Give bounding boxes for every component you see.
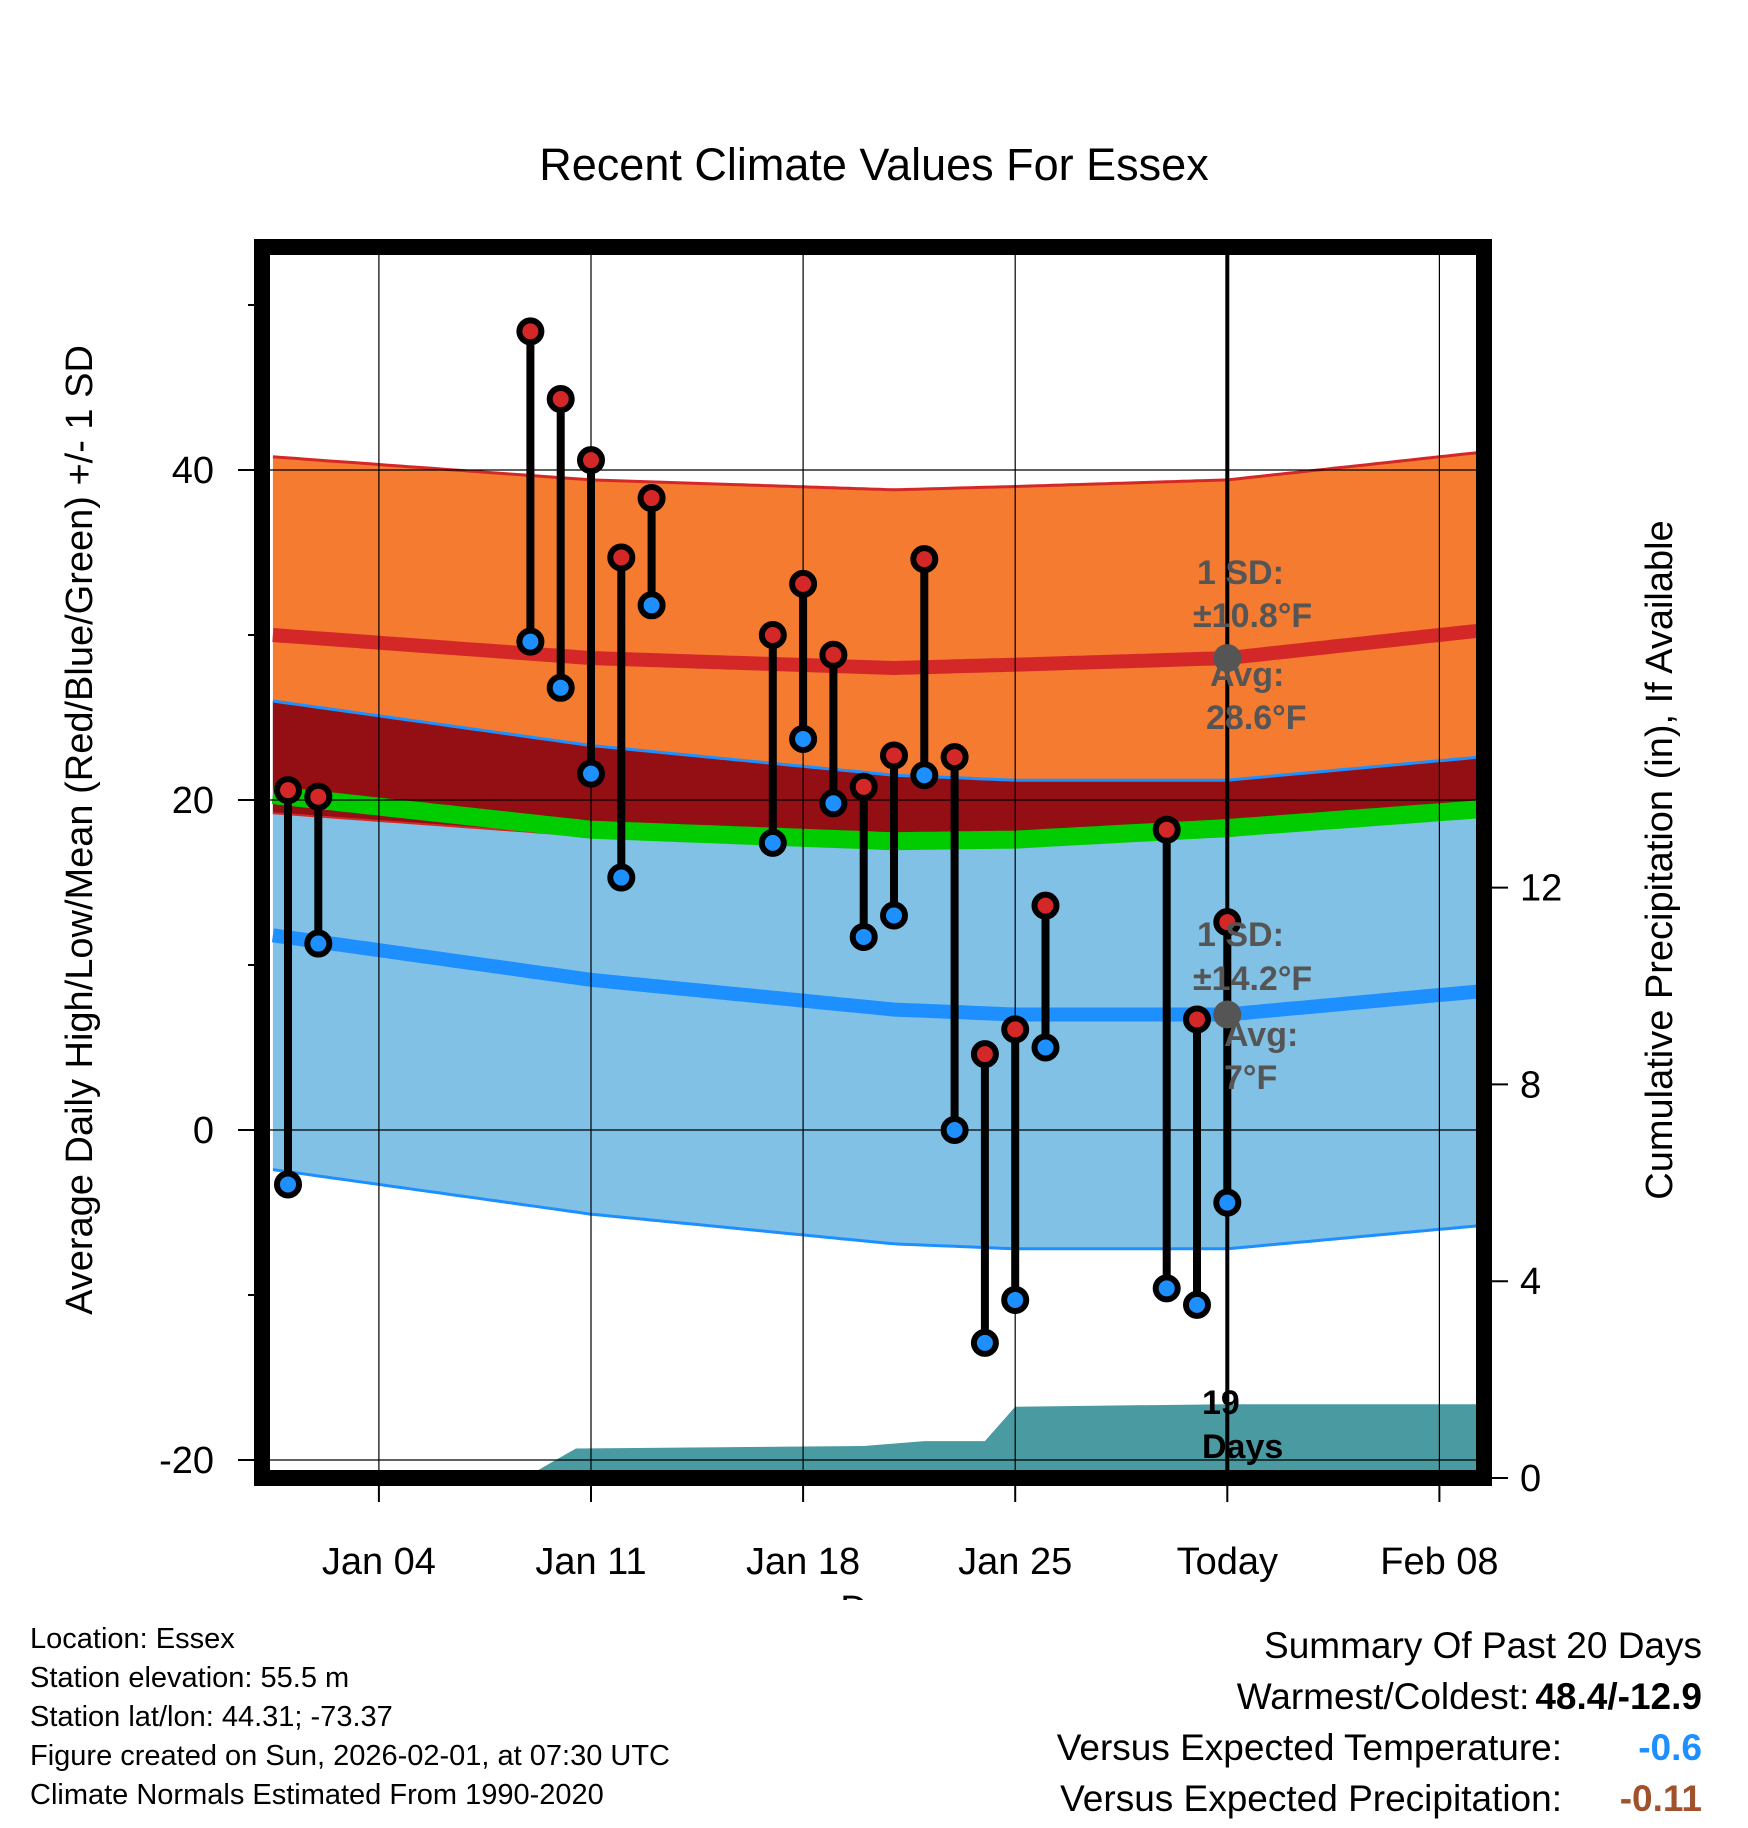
station-info: Location: Essex Station elevation: 55.5 … [30,1620,670,1815]
x-tick-label: Today [1177,1541,1278,1583]
obs-high-dot [849,772,878,801]
warm-cold-row: Warmest/Coldest: 48.4/-12.9 [1057,1671,1702,1722]
y2-tick-label: 12 [1520,868,1562,910]
obs-high-dot [940,743,969,772]
high-sd-upper-line [272,450,1484,492]
low-sd-label: 1 SD: [1197,916,1284,954]
obs-low-dot [758,828,787,857]
obs-high-dot [304,782,333,811]
days-word: Days [1202,1428,1283,1466]
elevation-text: Station elevation: 55.5 m [30,1662,350,1694]
low-sd-value: ±14.2°F [1193,960,1312,998]
obs-high-dot [1183,1005,1211,1034]
obs-high-dot [789,569,818,598]
low-sd-lower-line [272,1168,1484,1251]
high-avg-label: Avg: [1210,656,1284,694]
obs-low-dot [516,627,545,656]
obs-low-dot [849,922,878,951]
obs-high-dot [637,484,666,513]
plot-area: 1 SD: ±10.8°F Avg: 28.6°F 1 SD: ±14.2°F Avg: 7°… [159,239,1562,1583]
days-count: 19 [1202,1384,1240,1422]
high-sd-label: 1 SD: [1197,554,1284,592]
obs-high-dot [516,317,545,346]
x-tick-label: Feb 08 [1380,1541,1498,1583]
obs-low-dot [546,673,575,702]
obs-high-dot [546,385,575,414]
obs-high-dot [607,543,636,572]
obs-high-dot [1031,891,1060,920]
warm-cold-value: 48.4/-12.9 [1535,1676,1702,1717]
high-avg-marker [1213,644,1242,673]
obs-low-dot [880,901,908,930]
location-text: Location: Essex [30,1623,235,1655]
low-avg-value: 7°F [1224,1059,1277,1097]
y-tick-label: -20 [159,1440,214,1482]
y-tick-label: 20 [172,780,214,822]
temp-label: Versus Expected Temperature: [1056,1727,1562,1768]
obs-low-dot [970,1328,999,1357]
obs-low-dot [274,1170,302,1199]
high-avg-value: 28.6°F [1206,699,1307,737]
plot-frame [254,239,1492,1486]
x-axis-label: Day [840,1589,908,1600]
precip-row: Versus Expected Precipitation: -0.11 [1057,1773,1702,1824]
high-sd-value: ±10.8°F [1193,597,1312,635]
temp-value: -0.6 [1638,1727,1702,1768]
obs-low-dot [1213,1188,1242,1217]
precip-label: Versus Expected Precipitation: [1060,1778,1562,1819]
low-normal-line [271,928,1484,1022]
summary-panel: Summary Of Past 20 Days Warmest/Coldest:… [1057,1620,1702,1824]
obs-low-dot [607,863,636,892]
obs-low-dot [1183,1290,1211,1319]
normals-text: Climate Normals Estimated From 1990-2020 [30,1779,604,1811]
obs-low-dot [910,761,939,790]
obs-high-dot [910,545,939,574]
y-axis-label: Average Daily High/Low/Mean (Red/Blue/Gr… [59,345,101,1315]
x-tick-label: Jan 04 [322,1541,436,1583]
low-avg-label: Avg: [1224,1016,1298,1054]
obs-high-dot [880,741,908,770]
obs-low-dot [1031,1033,1060,1062]
latlon-text: Station lat/lon: 44.31; -73.37 [30,1701,393,1733]
y-tick-label: 0 [193,1110,214,1152]
obs-high-dot [970,1040,999,1069]
obs-high-dot [1213,908,1242,937]
y2-tick-label: 0 [1520,1458,1541,1500]
low-avg-marker [1213,1000,1242,1029]
obs-low-dot [577,759,605,788]
obs-low-dot [637,591,666,620]
x-tick-label: Jan 25 [958,1541,1072,1583]
y2-tick-label: 8 [1520,1064,1541,1106]
warm-cold-label: Warmest/Coldest: [1236,1676,1530,1717]
obs-high-dot [819,640,848,669]
chart-title: Recent Climate Values For Essex [539,139,1209,190]
obs-high-dot [758,621,787,649]
y2-axis-label: Cumulative Precipitation (in), If Availa… [1639,520,1681,1199]
overlap-sd-band [272,701,1484,847]
climate-chart: Recent Climate Values For Essex 1 SD: ±10… [59,139,1681,1600]
precip-value: -0.11 [1619,1778,1702,1819]
temp-row: Versus Expected Temperature: -0.6 [1057,1722,1702,1773]
obs-low-dot [819,789,848,818]
obs-low-dot [1152,1274,1181,1303]
obs-low-dot [789,724,818,753]
high-normal-line [272,623,1484,676]
x-tick-label: Jan 11 [535,1541,646,1583]
obs-high-dot [1001,1015,1030,1044]
x-tick-label: Jan 18 [746,1541,860,1583]
y-tick-label: 40 [172,450,214,492]
created-text: Figure created on Sun, 2026-02-01, at 07… [30,1740,670,1772]
y2-tick-label: 4 [1520,1261,1541,1303]
obs-high-dot [1152,815,1181,844]
obs-high-dot [274,776,302,805]
plot-inner [262,247,1484,1478]
obs-low-dot [304,929,333,958]
obs-high-dot [577,446,605,475]
obs-low-dot [1001,1285,1030,1314]
precipitation-area [272,1404,1484,1478]
summary-title: Summary Of Past 20 Days [1264,1625,1702,1666]
obs-low-dot [940,1116,969,1144]
